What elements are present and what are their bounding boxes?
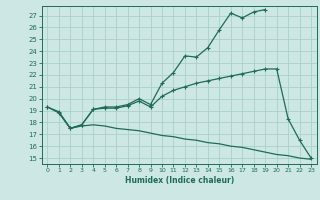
X-axis label: Humidex (Indice chaleur): Humidex (Indice chaleur)	[124, 176, 234, 185]
